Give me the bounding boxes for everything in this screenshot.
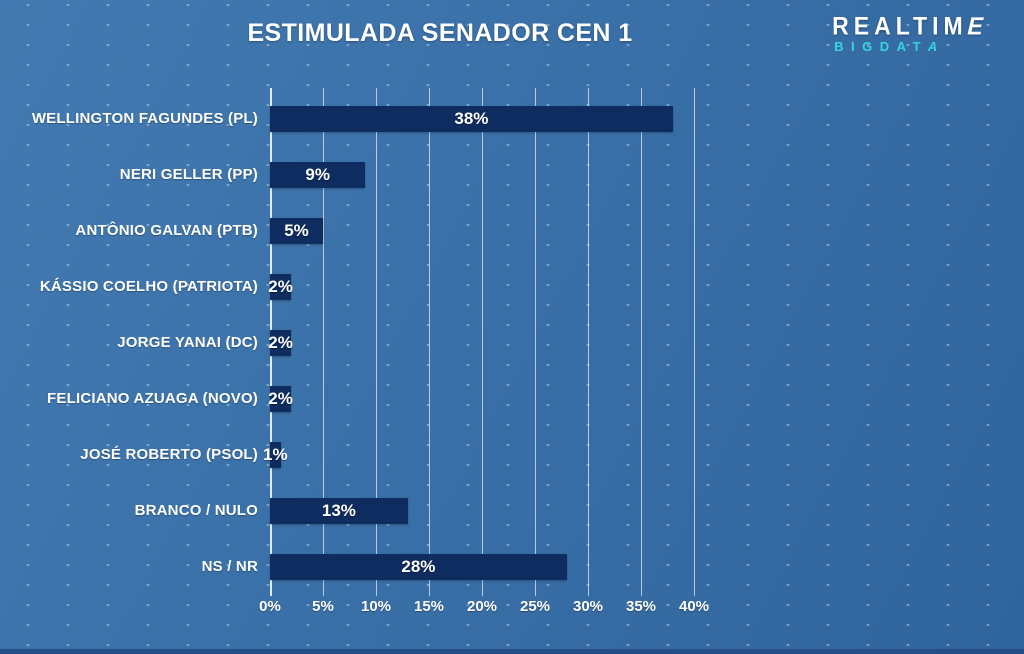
bar-value-label: 2% <box>268 277 293 296</box>
bar-value-label: 5% <box>284 221 309 240</box>
bar-row: 1% <box>263 442 288 468</box>
bar-value-label: 9% <box>305 165 330 184</box>
logo-realtime-text: REALTIME <box>832 11 992 40</box>
category-label: NS / NR <box>201 558 258 575</box>
category-label: JOSÉ ROBERTO (PSOL) <box>80 446 258 463</box>
x-axis-tick-label: 25% <box>519 598 551 615</box>
bar-row: 38% <box>270 106 673 132</box>
category-label: ANTÔNIO GALVAN (PTB) <box>75 222 258 239</box>
realtime-bigdata-logo: REALTIME BIGDATA <box>832 11 992 55</box>
category-label: JORGE YANAI (DC) <box>117 334 258 351</box>
x-axis-tick-label: 0% <box>259 598 281 615</box>
gridline-5pct <box>323 88 324 596</box>
category-label: FELICIANO AZUAGA (NOVO) <box>47 390 258 407</box>
x-axis-tick-label: 40% <box>678 598 710 615</box>
category-axis-labels: WELLINGTON FAGUNDES (PL) NERI GELLER (PP)… <box>0 88 258 592</box>
x-axis-tick-label: 30% <box>572 598 604 615</box>
logo-slanted-letter: A <box>926 39 947 54</box>
bar-row: 2% <box>268 274 293 300</box>
bar-value-label: 13% <box>321 501 356 520</box>
gridline-40pct <box>694 88 695 596</box>
logo-slanted-letter: E <box>964 11 992 40</box>
bottom-edge-strip <box>0 649 1024 654</box>
chart-title: ESTIMULADA SENADOR CEN 1 <box>247 19 633 47</box>
category-label: NERI GELLER (PP) <box>119 166 258 183</box>
gridline-10pct <box>376 88 377 596</box>
category-label: WELLINGTON FAGUNDES (PL) <box>31 110 258 127</box>
x-axis-tick-label: 10% <box>360 598 392 615</box>
bar-row: 5% <box>270 218 323 244</box>
category-label: BRANCO / NULO <box>134 502 258 519</box>
bar-value-label: 2% <box>268 389 293 408</box>
gridline-25pct <box>535 88 536 596</box>
x-axis-tick-label: 20% <box>466 598 498 615</box>
bar-value-label: 38% <box>454 109 489 128</box>
bar-value-label: 28% <box>401 557 436 576</box>
bar-row: 2% <box>268 386 293 412</box>
x-axis-tick-label: 35% <box>625 598 657 615</box>
x-axis-tick-label: 15% <box>413 598 445 615</box>
bar-chart-plot-area: 38% 9% 5% 2% 2% 2% 1% 13% 28% <box>263 88 720 596</box>
gridline-35pct <box>641 88 642 596</box>
gridline-15pct <box>429 88 430 596</box>
bar-row: 2% <box>268 330 293 356</box>
gridline-30pct <box>588 88 589 596</box>
category-label: KÁSSIO COELHO (PATRIOTA) <box>39 278 258 295</box>
gridline-20pct <box>482 88 483 596</box>
bar-row: 9% <box>270 162 366 188</box>
bar-value-label: 1% <box>263 445 288 464</box>
bar-value-label: 2% <box>268 333 293 352</box>
x-axis-tick-label: 5% <box>312 598 334 615</box>
bar-row: 28% <box>270 554 567 580</box>
bar-row: 13% <box>270 498 408 524</box>
logo-bigdata-text: BIGDATA <box>834 39 947 54</box>
percentage-axis: 0% 5% 10% 15% 20% 25% 30% 35% 40% <box>259 597 720 617</box>
